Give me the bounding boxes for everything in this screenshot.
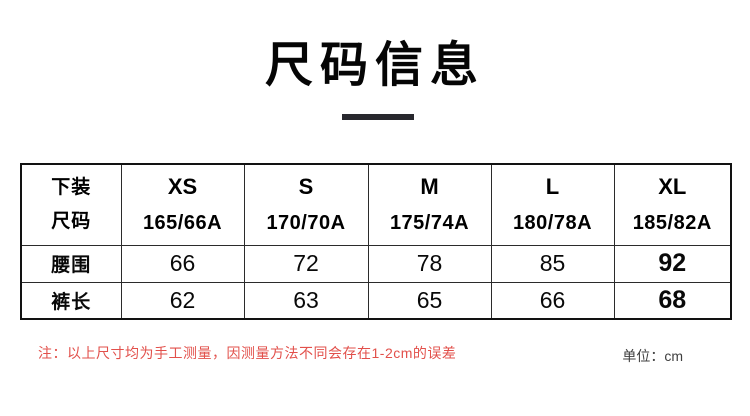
size-name: L	[545, 174, 560, 200]
header-col-m: M 175/74A	[367, 163, 492, 246]
size-table-row-pant-length: 裤长 62 63 65 66 68	[20, 281, 732, 320]
size-table-row-waist: 腰围 66 72 78 85 92	[20, 244, 732, 283]
size-name: XL	[658, 174, 687, 200]
waist-value-xs: 66	[120, 244, 245, 283]
size-spec: 180/78A	[512, 212, 593, 235]
waist-value-xl: 92	[613, 244, 732, 283]
length-value-s: 63	[243, 281, 369, 320]
size-spec: 175/74A	[389, 212, 470, 235]
measurement-note: 注：以上尺寸均为手工测量，因测量方法不同会存在1-2cm的误差	[38, 345, 457, 361]
size-name: XS	[167, 174, 198, 200]
length-value-m: 65	[367, 281, 492, 320]
row-label-waist: 腰围	[20, 244, 122, 283]
header-col-l: L 180/78A	[490, 163, 615, 246]
header-corner-cell: 下装 尺码	[20, 163, 122, 246]
size-table-header-row: 下装 尺码 XS 165/66A S 170/70A	[20, 163, 732, 246]
waist-value-s: 72	[243, 244, 369, 283]
size-table: 下装 尺码 XS 165/66A S 170/70A	[20, 163, 732, 320]
size-spec: 165/66A	[142, 212, 223, 235]
corner-label-size: 尺码	[51, 211, 92, 233]
page-title: 尺码信息	[264, 39, 485, 92]
size-spec: 185/82A	[632, 212, 712, 235]
header-col-s: S 170/70A	[243, 163, 369, 246]
length-value-xs: 62	[120, 281, 245, 320]
title-underline	[342, 114, 414, 120]
length-value-l: 66	[490, 281, 615, 320]
waist-value-l: 85	[490, 244, 615, 283]
row-label-pant-length: 裤长	[20, 281, 122, 320]
corner-label-garment: 下装	[51, 177, 92, 199]
size-name: S	[298, 174, 314, 200]
waist-value-m: 78	[367, 244, 492, 283]
size-name: M	[420, 174, 439, 200]
length-value-xl: 68	[613, 281, 732, 320]
header-col-xl: XL 185/82A	[613, 163, 732, 246]
size-spec: 170/70A	[266, 212, 346, 235]
unit-label: 单位：cm	[622, 348, 683, 364]
header-col-xs: XS 165/66A	[120, 163, 245, 246]
